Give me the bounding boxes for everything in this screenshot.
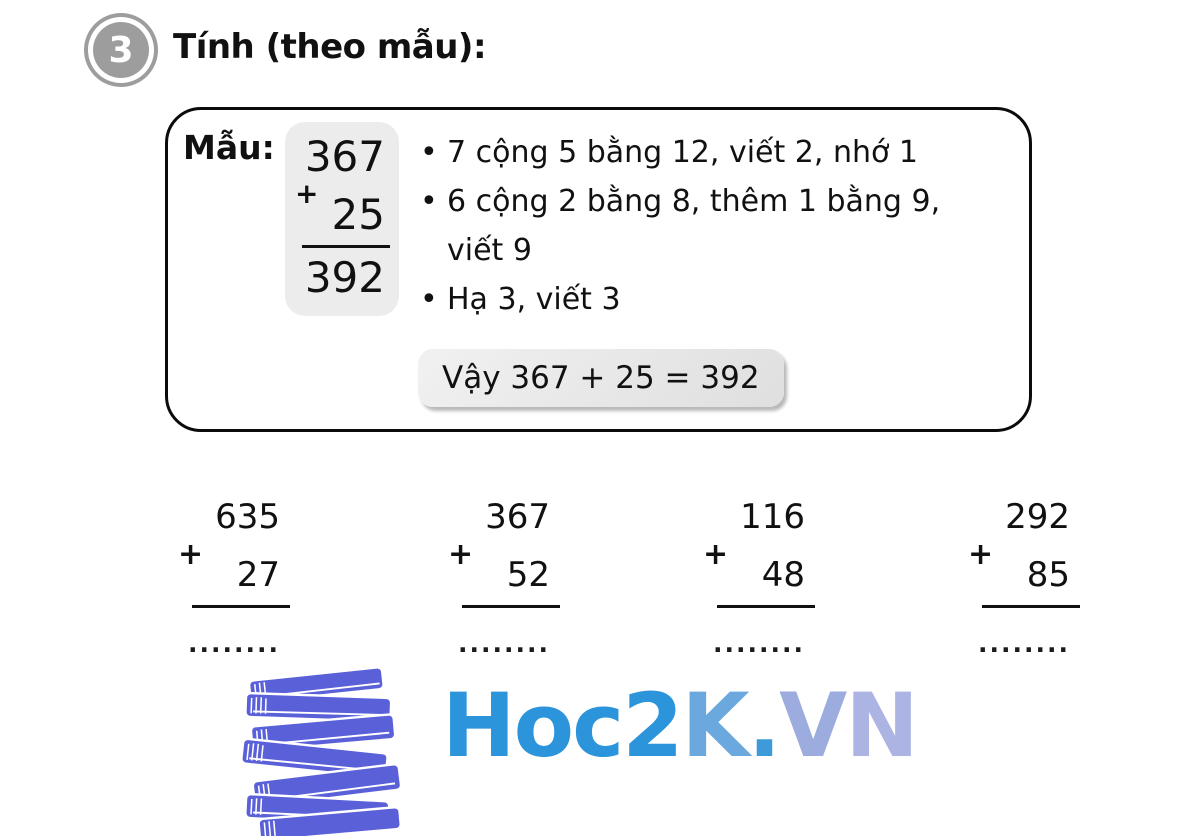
sum-rule-line [462,605,560,608]
plus-sign: + [968,537,994,572]
problem-bottom-row: + 85 [968,537,1080,595]
example-bottom-number: 25 [331,190,385,239]
site-logo: Hoc2K.VN [228,664,919,836]
logo-wordmark: Hoc2K.VN [442,682,919,770]
logo-part-hoc2: Hoc2 [442,674,683,777]
explanation-step: Hạ 3, viết 3 [420,275,1000,324]
plus-sign: + [178,537,204,572]
problem-bottom-number: 52 [506,555,550,595]
plus-sign: + [703,537,729,572]
explanation-list: 7 cộng 5 bằng 12, viết 2, nhớ 1 6 cộng 2… [420,128,1000,324]
logo-part-v: V [779,674,847,777]
logo-part-dot: . [747,674,781,777]
conclusion-badge: Vậy 367 + 25 = 392 [418,349,784,407]
logo-part-n: N [845,674,919,777]
worked-example-card: 367 + 25 392 [285,122,399,316]
example-result-number: 392 [304,253,385,302]
problem-2: 367 + 52 ........ [448,497,560,656]
problem-top-number: 367 [485,497,550,537]
plus-sign: + [295,177,319,210]
logo-part-k: K [681,674,750,777]
sum-rule-line [982,605,1080,608]
answer-dotted-line[interactable]: ........ [713,629,805,658]
problem-bottom-number: 85 [1026,555,1070,595]
problem-bottom-row: + 27 [178,537,290,595]
problem-1: 635 + 27 ........ [178,497,290,656]
problem-top-number: 635 [215,497,280,537]
problem-3: 116 + 48 ........ [703,497,815,656]
problem-bottom-number: 48 [761,555,805,595]
problem-top-number: 292 [1005,497,1070,537]
plus-sign: + [448,537,474,572]
sum-rule-line [302,245,390,248]
answer-dotted-line[interactable]: ........ [978,629,1070,658]
example-top-number: 367 [304,132,385,181]
exercise-title: Tính (theo mẫu): [173,27,487,67]
problem-top-number: 116 [740,497,805,537]
problem-bottom-number: 27 [236,555,280,595]
example-label: Mẫu: [183,128,275,167]
exercise-header: 3 Tính (theo mẫu): [84,16,487,78]
problem-4: 292 + 85 ........ [968,497,1080,656]
explanation-step: 6 cộng 2 bằng 8, thêm 1 bằng 9, viết 9 [420,177,1000,275]
exercise-number-badge: 3 [93,22,149,78]
book-stack-icon [240,666,403,836]
problem-bottom-row: + 52 [448,537,560,595]
sum-rule-line [192,605,290,608]
explanation-step: 7 cộng 5 bằng 12, viết 2, nhớ 1 [420,128,1000,177]
sum-rule-line [717,605,815,608]
answer-dotted-line[interactable]: ........ [188,629,280,658]
example-bottom-row: + 25 [285,178,399,236]
problem-bottom-row: + 48 [703,537,815,595]
example-box: Mẫu: 367 + 25 392 7 cộng 5 bằng 12, viết… [165,107,1032,432]
answer-dotted-line[interactable]: ........ [458,629,550,658]
